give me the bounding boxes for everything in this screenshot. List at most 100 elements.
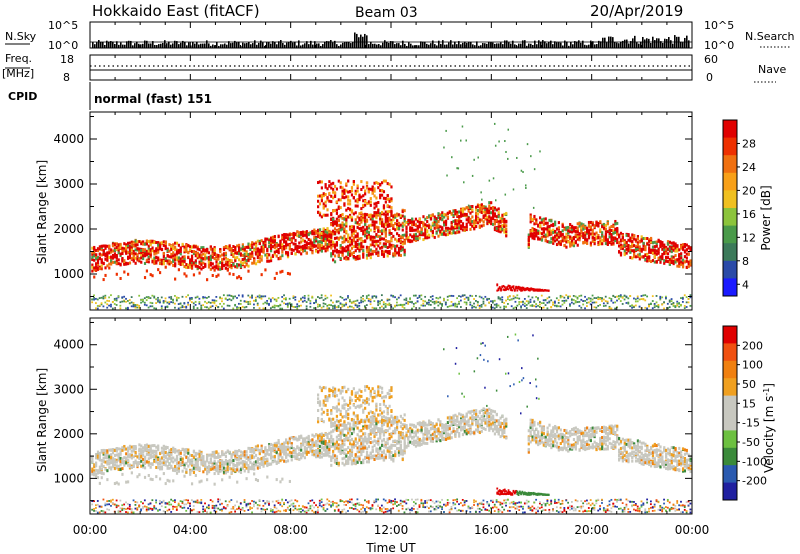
echo-cell (384, 214, 387, 218)
echo-cell (330, 218, 333, 222)
echo-cell (380, 229, 384, 233)
echo-cell (224, 266, 228, 270)
echo-cell (450, 294, 453, 297)
echo-cell (300, 230, 303, 234)
echo-cell (189, 258, 192, 262)
echo-cell (358, 198, 361, 202)
echo-cell (604, 242, 608, 246)
echo-cell (625, 233, 628, 237)
echo-cell (236, 307, 238, 310)
echo-cell (614, 219, 617, 223)
echo-cell (661, 241, 664, 245)
echo-cell (130, 242, 133, 246)
echo-cell (655, 252, 658, 256)
echo-cell (281, 246, 284, 250)
echo-cell (264, 301, 267, 304)
echo-cell (390, 218, 393, 222)
echo-cell (657, 247, 660, 251)
echo-cell (536, 289, 539, 292)
echo-cell (348, 305, 351, 308)
echo-cell (672, 241, 675, 245)
nsky-bar (504, 40, 506, 48)
nsky-bar (258, 42, 260, 48)
echo-cell (241, 245, 244, 249)
echo-cell (367, 230, 370, 234)
colorbar-tick-label: 20 (742, 184, 756, 197)
echo-cell (467, 216, 470, 220)
echo-cell (604, 223, 608, 227)
echo-cell (115, 499, 118, 502)
echo-cell (411, 223, 414, 227)
echo-cell (317, 240, 320, 244)
nsky-bar (370, 41, 372, 48)
nsky-bar (502, 44, 504, 48)
echo-cell (362, 229, 365, 233)
echo-cell (181, 295, 184, 298)
echo-cell (166, 305, 169, 308)
echo-cell (475, 294, 477, 297)
echo-cell (625, 244, 628, 248)
echo-cell (542, 217, 545, 221)
echo-cell (245, 306, 248, 308)
nsky-bar (140, 44, 142, 48)
echo-cell (309, 231, 312, 235)
echo-cell (503, 288, 506, 291)
echo-cell (209, 301, 212, 304)
echo-cell (332, 209, 335, 213)
echo-cell (358, 237, 361, 241)
echo-cell (552, 241, 555, 245)
echo-cell (595, 231, 598, 235)
echo-cell (324, 249, 327, 253)
echo-cell (313, 302, 316, 305)
echo-cell (490, 201, 493, 205)
echo-cell (168, 255, 171, 259)
echo-cell (300, 297, 302, 300)
echo-cell (396, 251, 399, 255)
echo-cell (269, 298, 272, 301)
echo-cell (93, 508, 95, 510)
echo-cell (497, 215, 500, 219)
echo-cell (249, 254, 252, 258)
nsky-bar (612, 37, 614, 48)
echo-cell (96, 258, 100, 262)
echo-cell (429, 225, 433, 229)
echo-cell (444, 213, 448, 217)
echo-cell (606, 300, 609, 303)
nsky-bar (518, 43, 520, 48)
echo-cell (580, 294, 583, 297)
echo-cell (516, 289, 519, 292)
echo-cell (486, 298, 489, 301)
nsky-bar (168, 41, 170, 48)
echo-cell (467, 299, 470, 301)
echo-cell (190, 264, 194, 268)
echo-cell (533, 237, 536, 241)
echo-cell (221, 267, 224, 271)
echo-cell (446, 174, 448, 177)
echo-cell (108, 466, 111, 470)
echo-cell (681, 297, 684, 300)
echo-cell (375, 233, 378, 237)
nsky-bar (556, 42, 558, 48)
echo-cell (134, 241, 137, 245)
echo-cell (559, 239, 562, 243)
echo-cell (347, 240, 350, 244)
echo-cell (486, 215, 489, 219)
echo-cell (209, 245, 212, 249)
echo-cell (213, 268, 216, 272)
echo-cell (531, 296, 534, 299)
echo-cell (318, 211, 322, 215)
echo-cell (612, 236, 615, 240)
echo-cell (320, 296, 323, 299)
echo-cell (382, 229, 386, 233)
echo-cell (668, 260, 671, 264)
echo-cell (303, 299, 306, 302)
echo-cell (360, 211, 363, 215)
echo-cell (138, 249, 141, 253)
echo-cell (254, 247, 258, 251)
echo-cell (644, 237, 647, 241)
echo-cell (183, 302, 186, 305)
echo-cell (478, 204, 481, 208)
echo-cell (335, 243, 339, 247)
echo-cell (550, 219, 553, 223)
echo-cell (533, 214, 536, 218)
